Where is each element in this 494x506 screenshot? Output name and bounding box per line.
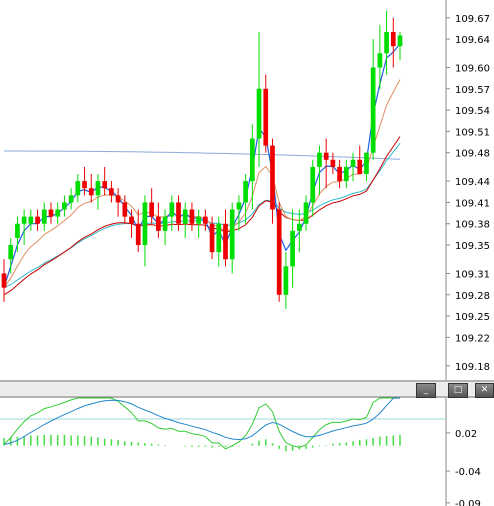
candle-body	[229, 209, 235, 260]
candle-body	[223, 223, 228, 260]
price-tick-label: 109.28	[455, 291, 490, 302]
candle-body	[370, 67, 376, 153]
candle-body	[323, 152, 329, 160]
price-tick-label: 109.67	[455, 14, 490, 25]
candle-body	[397, 35, 403, 47]
candle-body	[169, 202, 175, 217]
ma-long-line	[3, 142, 401, 289]
candle-body	[256, 88, 262, 139]
candle-body	[135, 223, 141, 246]
candle-body	[216, 223, 222, 253]
candle-body	[337, 166, 342, 182]
candle-body	[21, 216, 27, 224]
candle-body	[343, 166, 349, 182]
ma-mid-line	[3, 79, 401, 288]
candle-body	[209, 223, 215, 253]
price-tick-label: 109.25	[455, 312, 490, 323]
price-tick-label: 109.48	[455, 149, 490, 160]
candle-body	[8, 245, 14, 260]
candle-body	[142, 202, 148, 246]
candle-body	[75, 181, 81, 196]
candle-body	[55, 209, 61, 217]
candle-body	[41, 209, 47, 224]
price-tick-label: 109.60	[455, 63, 490, 74]
ma-fast-line	[3, 43, 401, 288]
minimize-button[interactable]: _	[416, 383, 436, 398]
price-tick-label: 109.22	[455, 333, 490, 344]
price-tick-label: 109.57	[455, 85, 490, 96]
candle-body	[28, 216, 34, 224]
candle-body	[236, 202, 242, 210]
candle-body	[196, 216, 201, 224]
candle-body	[162, 216, 168, 231]
price-tick-label: 109.44	[455, 177, 490, 188]
candle-body	[122, 202, 128, 217]
candle-body	[62, 202, 67, 210]
ma-xlong-line	[4, 150, 401, 160]
candle-body	[249, 138, 255, 182]
indicator-tick-label: 0.02	[455, 429, 477, 440]
candle-body	[82, 181, 87, 189]
candle-body	[182, 209, 188, 224]
candle-body	[129, 216, 134, 224]
close-button[interactable]: ✕	[475, 383, 494, 398]
maximize-button[interactable]: □	[448, 383, 468, 398]
price-tick-label: 109.54	[455, 106, 490, 117]
price-tick-label: 109.51	[455, 127, 490, 138]
candle-body	[283, 266, 289, 295]
candle-body	[156, 216, 161, 231]
candle-body	[357, 159, 363, 175]
candle-body	[88, 188, 94, 196]
candle-body	[1, 273, 7, 288]
candle-body	[115, 195, 121, 203]
candle-body	[364, 152, 369, 175]
candle-body	[317, 152, 322, 167]
candle-body	[296, 223, 302, 231]
candle-body	[384, 31, 389, 54]
candle-body	[390, 31, 396, 47]
indicator-tick-label: -0.04	[455, 467, 481, 478]
candle-body	[102, 181, 108, 189]
candle-body	[48, 209, 54, 217]
macd-line	[3, 397, 400, 450]
indicator-tick-label: -0.09	[455, 499, 481, 506]
candle-body	[109, 188, 114, 196]
candle-body	[276, 209, 282, 295]
price-tick-label: 109.18	[455, 362, 490, 373]
candle-body	[176, 202, 181, 224]
candle-body	[68, 195, 74, 203]
price-tick-label: 109.41	[455, 198, 490, 209]
candle-body	[377, 53, 383, 68]
candle-body	[189, 209, 195, 224]
price-tick-label: 109.35	[455, 241, 490, 252]
candle-body	[350, 159, 356, 167]
candle-body	[95, 181, 101, 196]
candle-body	[263, 88, 269, 146]
candle-body	[303, 202, 309, 224]
price-tick-label: 109.31	[455, 269, 490, 280]
signal-line	[3, 397, 401, 445]
candle-body	[330, 159, 336, 167]
ma-slow-line	[3, 136, 401, 296]
candle-body	[203, 216, 208, 224]
candle-body	[35, 216, 40, 224]
panel-separator	[0, 380, 494, 398]
price-tick-label: 109.64	[455, 35, 490, 46]
candle-body	[310, 166, 316, 203]
candle-body	[149, 202, 155, 217]
candle-body	[270, 145, 275, 210]
candle-body	[290, 230, 295, 267]
candle-body	[15, 223, 20, 238]
candle-body	[243, 181, 248, 203]
price-tick-label: 109.38	[455, 220, 490, 231]
